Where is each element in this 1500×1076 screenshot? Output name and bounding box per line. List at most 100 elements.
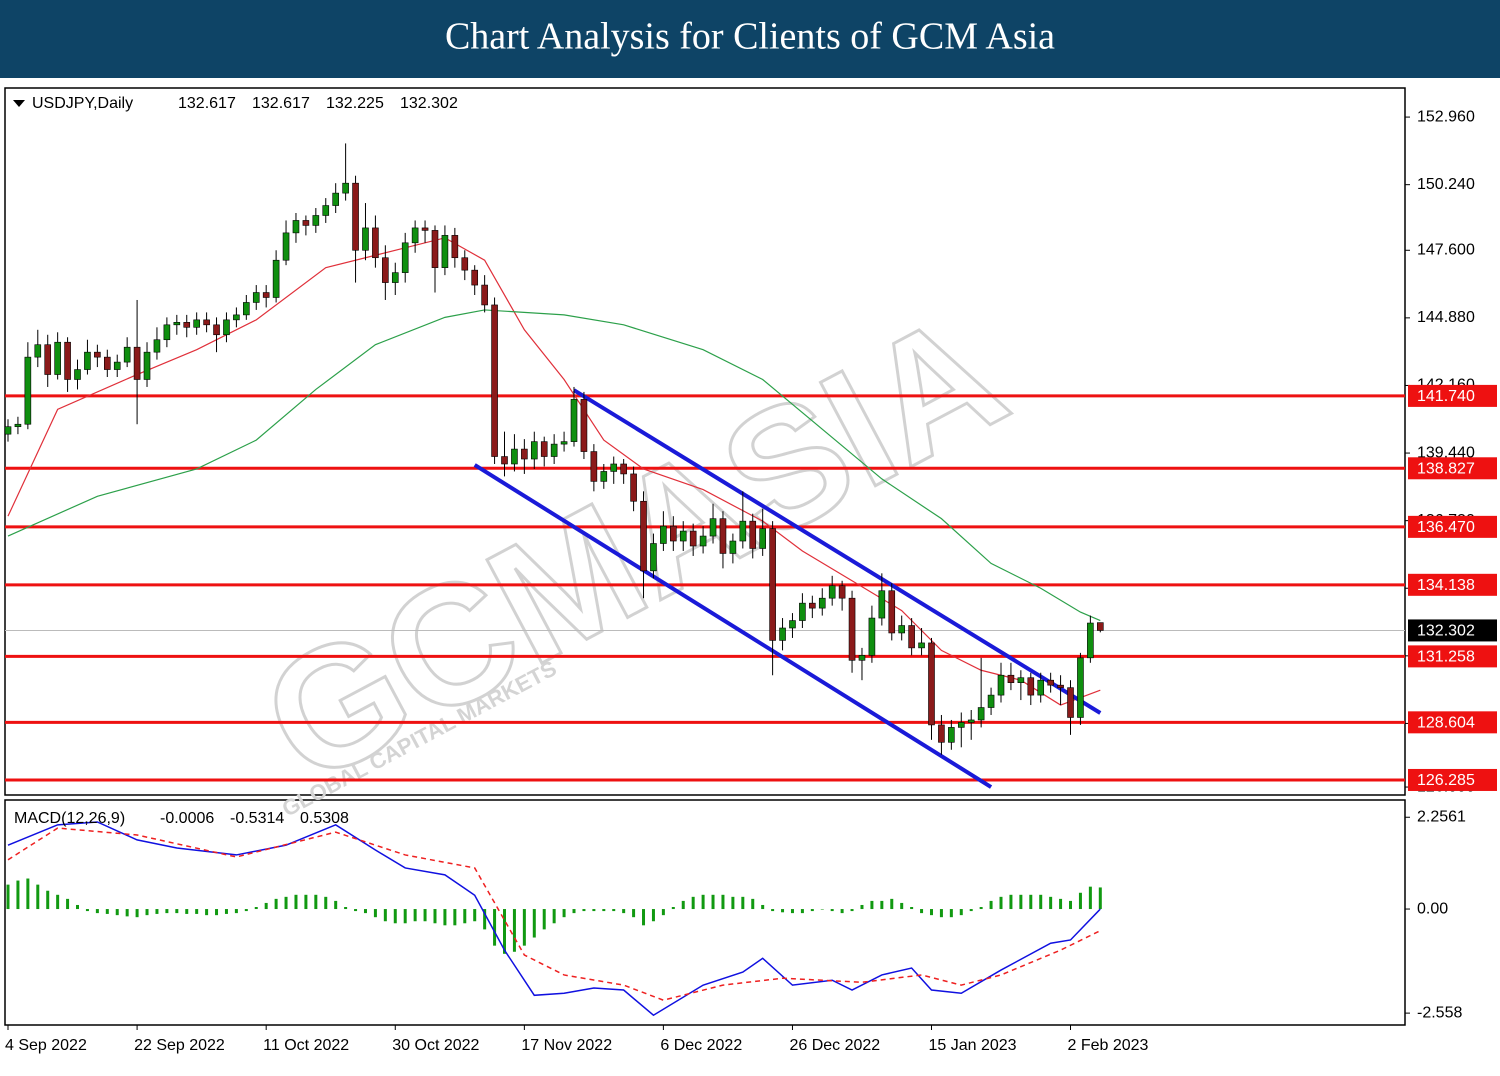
level-tag [1408,768,1497,791]
candle-body [421,227,429,231]
candle-body [362,227,369,251]
macd-histogram-bar [910,907,914,910]
macd-histogram-bar [433,909,437,924]
candle-body [243,302,250,316]
level-tag [1408,711,1497,734]
candle-body [1057,684,1064,688]
level-label: 134.138 [1417,577,1475,594]
candle-body [868,617,876,656]
macd-histogram-bar [56,894,60,910]
price-panel [4,87,1406,796]
x-tick-label: 15 Jan 2023 [928,1037,1016,1054]
candle-body [431,230,439,268]
macd-panel [4,799,1406,1026]
y-tick-label: 147.600 [1417,241,1475,258]
macd-histogram-bar [135,909,139,918]
macd-histogram-bar [522,909,526,946]
macd-histogram-bar [324,896,328,910]
macd-histogram-bar [602,909,606,912]
macd-histogram-bar [383,909,387,922]
candle-body [481,284,488,306]
candle-body [987,694,995,708]
macd-histogram-bar [274,898,278,910]
macd-histogram-bar [76,904,80,910]
macd-histogram-bar [532,909,536,938]
macd-histogram-bar [979,907,983,910]
macd-histogram-bar [949,909,953,918]
candle-body [570,399,578,442]
macd-histogram-bar [185,909,189,914]
candle-body [530,441,538,460]
macd-histogram-bar [493,909,497,946]
x-tick-label: 11 Oct 2022 [263,1037,349,1054]
macd-histogram-bar [294,894,298,910]
macd-histogram-bar [393,909,397,924]
candle-body [163,324,171,341]
candle-body [1037,679,1045,696]
header-ohlc: 132.225 [326,95,384,112]
x-tick-label: 6 Dec 2022 [660,1037,742,1054]
macd-histogram-bar [66,898,70,910]
macd-histogram-bar [582,909,586,912]
macd-histogram-bar [234,909,238,914]
macd-header-value: -0.5314 [230,810,284,827]
macd-histogram-bar [334,900,338,910]
candle-body [461,257,469,271]
candle-body [928,642,935,726]
candle-body [203,319,210,326]
macd-histogram-bar [731,896,735,910]
macd-histogram-bar [592,909,596,912]
candle-body [898,625,906,634]
candle-body [153,339,161,353]
current-price-label: 132.302 [1417,623,1475,640]
macd-histogram-bar [1029,894,1033,910]
macd-histogram-bar [612,909,616,912]
candle-body [262,292,270,298]
macd-histogram-bar [681,900,685,910]
macd-histogram-bar [642,909,646,926]
macd-histogram-bar [453,909,457,926]
candle-body [113,361,121,370]
candle-body [888,590,896,634]
candle-body [580,399,588,452]
candle-body [322,205,330,216]
candle-body [729,540,737,554]
candle-body [640,500,647,572]
macd-histogram-bar [36,884,40,910]
macd-histogram-bar [363,909,367,914]
macd-histogram-bar [413,909,417,922]
candle-body [382,257,389,283]
candle-body [699,535,707,547]
candle-body [94,351,101,358]
candle-body [501,456,508,465]
candle-body [34,344,42,358]
candle-body [441,235,449,268]
macd-histogram-bar [840,909,844,914]
candle-body [1097,622,1104,631]
candle-body [4,426,12,435]
level-tag [1408,573,1497,596]
level-tag [1408,457,1497,480]
macd-histogram-bar [1098,887,1102,910]
level-tag [1408,645,1497,668]
candle-body [24,356,32,425]
candle-body [600,471,608,482]
x-tick-label: 4 Sep 2022 [5,1037,87,1054]
moving-average [7,237,1101,706]
y-tick-label: 152.960 [1417,108,1475,125]
macd-header-value: -0.0006 [160,810,214,827]
candle-body [64,341,71,380]
macd-histogram-bar [920,909,924,914]
macd-tick-label: 0.00 [1417,900,1448,917]
candle-body [540,441,548,457]
candle-body [233,314,240,321]
y-tick-label: 139.440 [1417,444,1475,461]
macd-histogram-bar [1059,898,1063,910]
title-bar [0,0,1500,78]
macd-histogram-bar [969,909,973,912]
macd-histogram-bar [1019,894,1023,910]
x-tick-label: 2 Feb 2023 [1068,1037,1149,1054]
candle-body [491,304,498,457]
candle-body [292,220,300,234]
